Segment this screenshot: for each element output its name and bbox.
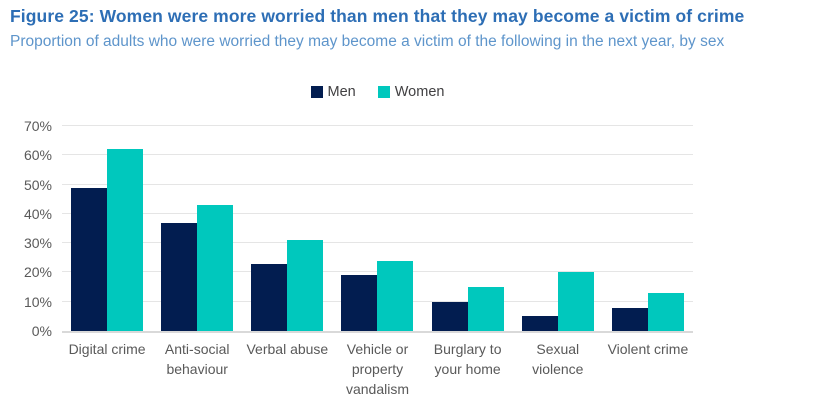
x-axis: Digital crime Anti-social behaviour Verbal… bbox=[62, 340, 693, 400]
figure-subtitle: Proportion of adults who were worried th… bbox=[10, 33, 725, 50]
y-tick-label: 30% bbox=[23, 235, 52, 252]
women-legend-swatch bbox=[377, 86, 390, 98]
plot-area: 0% 10% 20% 30% 40% 50% 60% 70% bbox=[24, 118, 693, 339]
women-bar bbox=[197, 205, 234, 331]
gridline bbox=[62, 183, 693, 185]
y-tick-label: 0% bbox=[31, 323, 52, 339]
women-legend-label: Women bbox=[394, 84, 445, 100]
y-tick-label: 50% bbox=[23, 176, 52, 193]
bar-groups bbox=[62, 126, 693, 331]
gridline bbox=[62, 242, 693, 244]
men-bar bbox=[431, 301, 468, 331]
bar-group bbox=[603, 126, 693, 331]
men-bar bbox=[521, 316, 558, 331]
men-bar bbox=[341, 275, 378, 331]
x-axis-label: Vehicle or property vandalism bbox=[345, 341, 409, 397]
men-bar bbox=[251, 263, 288, 331]
x-axis-label: Sexual violence bbox=[532, 341, 584, 377]
x-axis-label: Digital crime bbox=[68, 341, 146, 357]
y-tick-label: 10% bbox=[23, 293, 52, 310]
women-bar bbox=[557, 272, 594, 331]
bar-group bbox=[332, 126, 422, 331]
y-tick-label: 60% bbox=[23, 147, 52, 164]
women-bar bbox=[107, 149, 144, 331]
bar-group bbox=[423, 126, 513, 331]
y-tick-label: 40% bbox=[23, 205, 52, 222]
gridline bbox=[62, 154, 693, 156]
x-axis-label: Violent crime bbox=[607, 341, 689, 357]
men-bar bbox=[161, 222, 198, 331]
bar-group bbox=[62, 126, 152, 331]
gridline bbox=[62, 125, 693, 126]
bar-group bbox=[152, 126, 242, 331]
bar-group bbox=[513, 126, 603, 331]
men-bar bbox=[611, 307, 648, 331]
x-axis-label: Burglary to your home bbox=[433, 341, 502, 377]
women-bar bbox=[467, 287, 504, 331]
women-bar bbox=[377, 260, 414, 331]
legend-item-men: Men bbox=[310, 84, 356, 100]
women-bar bbox=[647, 292, 684, 331]
men-legend-swatch bbox=[310, 86, 323, 98]
y-tick-label: 70% bbox=[23, 118, 52, 134]
figure-title: Figure 25: Women were more worried than … bbox=[10, 6, 745, 26]
chart-legend: Men Women bbox=[62, 84, 693, 100]
gridline bbox=[62, 212, 693, 214]
bar-group bbox=[242, 126, 332, 331]
x-axis-label: Verbal abuse bbox=[246, 341, 329, 357]
x-axis-label: Anti-social behaviour bbox=[164, 341, 230, 377]
men-legend-label: Men bbox=[327, 84, 356, 100]
legend-item-women: Women bbox=[377, 84, 445, 100]
men-bar bbox=[71, 187, 108, 331]
women-bar bbox=[287, 240, 324, 331]
y-tick-label: 20% bbox=[23, 264, 52, 281]
